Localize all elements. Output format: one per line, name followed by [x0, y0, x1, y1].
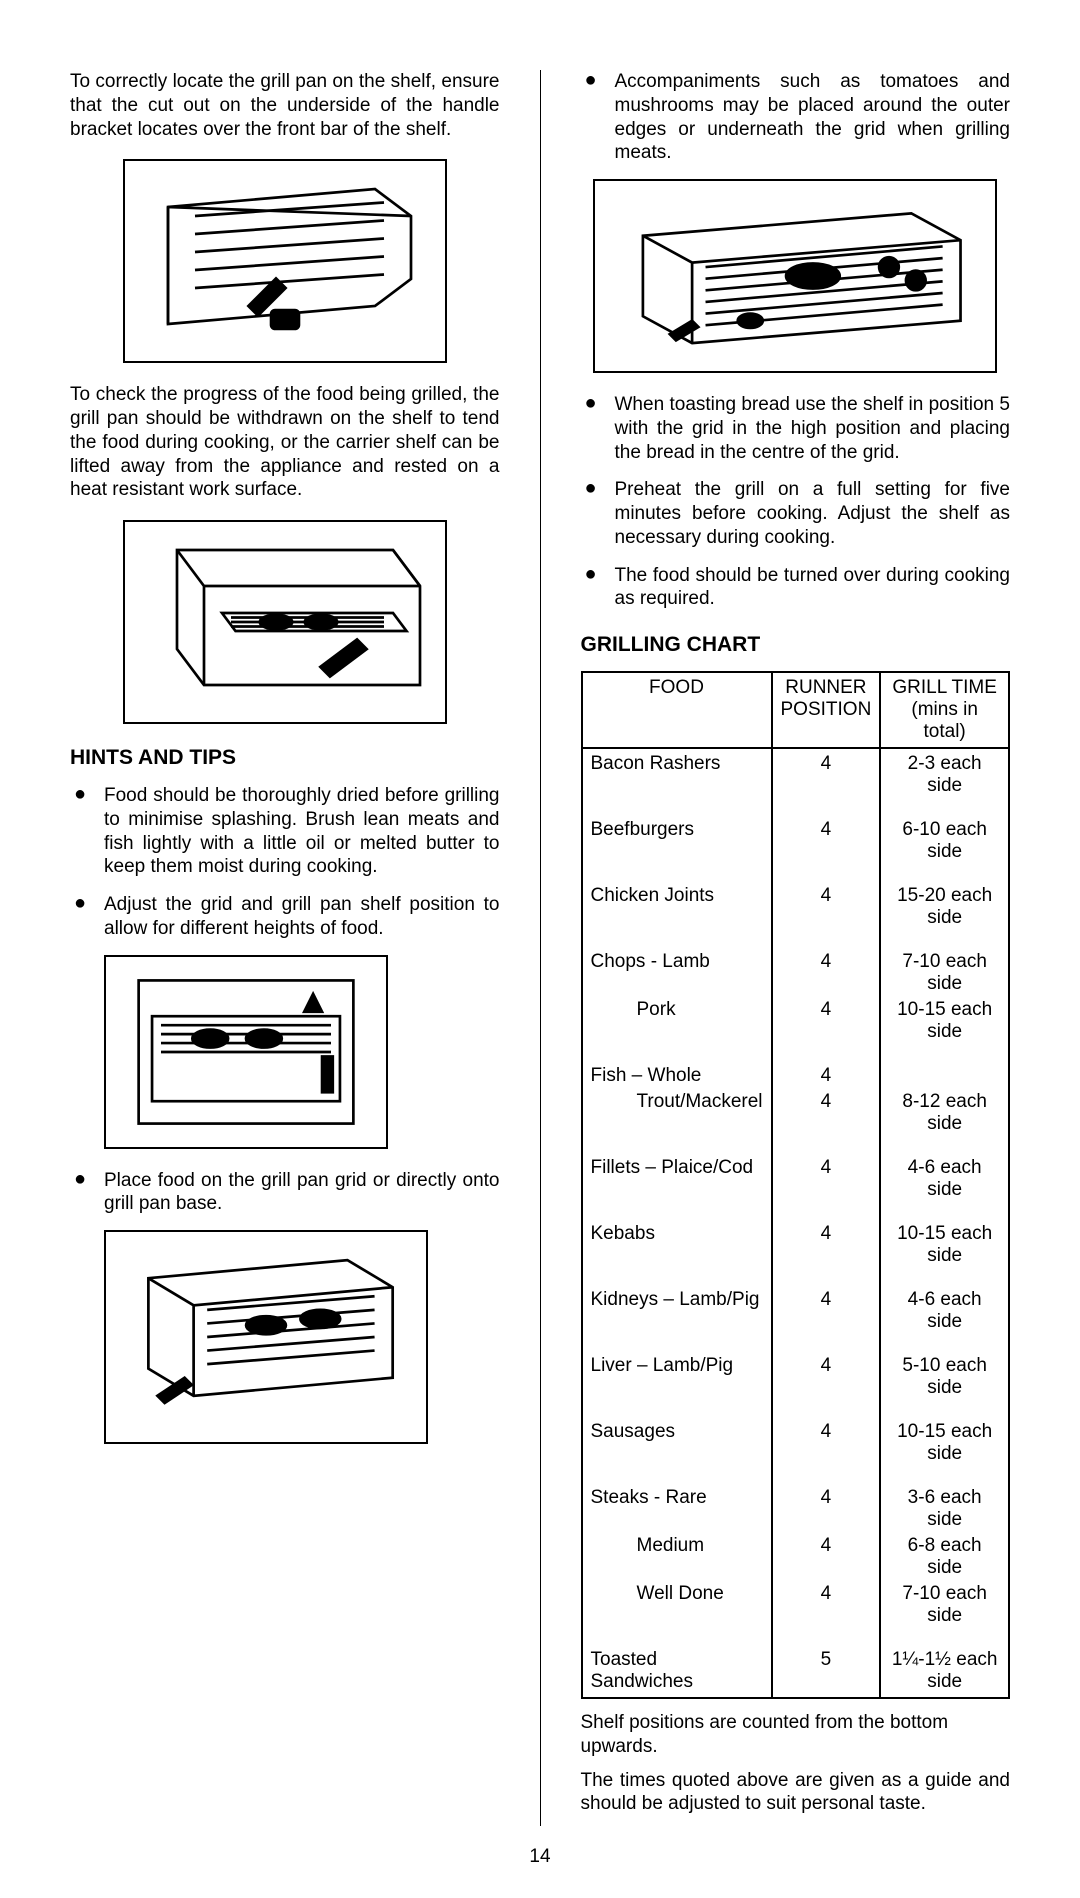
tip-1: Food should be thoroughly dried before g… — [70, 784, 500, 879]
table-row: Medium46-8 each side — [582, 1535, 1010, 1583]
cell-food: Fish – Whole — [582, 1047, 772, 1091]
table-row: Sausages410-15 each side — [582, 1403, 1010, 1469]
cell-food: Well Done — [582, 1583, 772, 1631]
cell-time: 3-6 each side — [880, 1469, 1009, 1535]
cell-food: Kidneys – Lamb/Pig — [582, 1271, 772, 1337]
cell-food: Medium — [582, 1535, 772, 1583]
table-row: Chicken Joints415-20 each side — [582, 867, 1010, 933]
cell-time: 4-6 each side — [880, 1271, 1009, 1337]
cell-time — [880, 1047, 1009, 1091]
table-row: Chops - Lamb47-10 each side — [582, 933, 1010, 999]
cell-time: 1¼-1½ each side — [880, 1631, 1009, 1698]
column-divider — [540, 70, 541, 1826]
table-row: Pork410-15 each side — [582, 999, 1010, 1047]
cell-food: Chicken Joints — [582, 867, 772, 933]
cell-position: 4 — [772, 1583, 881, 1631]
intro-paragraph-1: To correctly locate the grill pan on the… — [70, 70, 500, 141]
cell-food: Pork — [582, 999, 772, 1047]
cell-time: 4-6 each side — [880, 1139, 1009, 1205]
table-row: Bacon Rashers42-3 each side — [582, 748, 1010, 801]
tip-4: Accompaniments such as tomatoes and mush… — [581, 70, 1011, 165]
cell-time: 15-20 each side — [880, 867, 1009, 933]
table-row: Beefburgers46-10 each side — [582, 801, 1010, 867]
cell-position: 4 — [772, 1139, 881, 1205]
cell-time: 7-10 each side — [880, 1583, 1009, 1631]
cell-food: Steaks - Rare — [582, 1469, 772, 1535]
cell-position: 4 — [772, 999, 881, 1047]
cell-time: 6-8 each side — [880, 1535, 1009, 1583]
cell-position: 4 — [772, 1047, 881, 1091]
cell-time: 10-15 each side — [880, 1403, 1009, 1469]
cell-food: Bacon Rashers — [582, 748, 772, 801]
cell-food: Kebabs — [582, 1205, 772, 1271]
tip-6: Preheat the grill on a full setting for … — [581, 478, 1011, 549]
cell-food: Fillets – Plaice/Cod — [582, 1139, 772, 1205]
chart-note-1: Shelf positions are counted from the bot… — [581, 1711, 1011, 1759]
intro-paragraph-2: To check the progress of the food being … — [70, 383, 500, 502]
cell-food: Toasted Sandwiches — [582, 1631, 772, 1698]
page-number: 14 — [70, 1846, 1010, 1868]
th-position: RUNNER POSITION — [772, 672, 881, 748]
cell-food: Beefburgers — [582, 801, 772, 867]
cell-position: 4 — [772, 1469, 881, 1535]
grilling-chart-heading: GRILLING CHART — [581, 633, 1011, 657]
figure-accompaniments — [593, 179, 997, 373]
cell-food: Chops - Lamb — [582, 933, 772, 999]
cell-time: 5-10 each side — [880, 1337, 1009, 1403]
cell-food: Liver – Lamb/Pig — [582, 1337, 772, 1403]
figure-pan-base — [104, 1230, 428, 1444]
table-row: Kidneys – Lamb/Pig44-6 each side — [582, 1271, 1010, 1337]
cell-position: 4 — [772, 1205, 881, 1271]
cell-position: 4 — [772, 1403, 881, 1469]
cell-time: 6-10 each side — [880, 801, 1009, 867]
table-row: Liver – Lamb/Pig45-10 each side — [582, 1337, 1010, 1403]
figure-withdraw-pan — [123, 520, 447, 724]
cell-position: 4 — [772, 1337, 881, 1403]
tip-5: When toasting bread use the shelf in pos… — [581, 393, 1011, 464]
cell-position: 4 — [772, 867, 881, 933]
cell-position: 4 — [772, 801, 881, 867]
cell-time: 8-12 each side — [880, 1091, 1009, 1139]
tip-3: Place food on the grill pan grid or dire… — [70, 1169, 500, 1217]
cell-position: 5 — [772, 1631, 881, 1698]
tip-2: Adjust the grid and grill pan shelf posi… — [70, 893, 500, 941]
cell-time: 10-15 each side — [880, 999, 1009, 1047]
tip-7: The food should be turned over during co… — [581, 564, 1011, 612]
cell-time: 7-10 each side — [880, 933, 1009, 999]
table-row: Trout/Mackerel48-12 each side — [582, 1091, 1010, 1139]
th-food: FOOD — [582, 672, 772, 748]
table-row: Fish – Whole4 — [582, 1047, 1010, 1091]
table-row: Fillets – Plaice/Cod44-6 each side — [582, 1139, 1010, 1205]
table-row: Kebabs410-15 each side — [582, 1205, 1010, 1271]
chart-note-2: The times quoted above are given as a gu… — [581, 1769, 1011, 1817]
cell-position: 4 — [772, 748, 881, 801]
cell-time: 2-3 each side — [880, 748, 1009, 801]
cell-position: 4 — [772, 933, 881, 999]
figure-grill-pan-shelf — [123, 159, 447, 363]
th-time: GRILL TIME (mins in total) — [880, 672, 1009, 748]
cell-food: Sausages — [582, 1403, 772, 1469]
table-row: Toasted Sandwiches51¼-1½ each side — [582, 1631, 1010, 1698]
cell-position: 4 — [772, 1535, 881, 1583]
table-row: Steaks - Rare43-6 each side — [582, 1469, 1010, 1535]
cell-food: Trout/Mackerel — [582, 1091, 772, 1139]
cell-time: 10-15 each side — [880, 1205, 1009, 1271]
cell-position: 4 — [772, 1091, 881, 1139]
hints-heading: HINTS AND TIPS — [70, 746, 500, 770]
grilling-chart-table: FOOD RUNNER POSITION GRILL TIME (mins in… — [581, 671, 1011, 1699]
figure-grid-position — [104, 955, 388, 1149]
table-row: Well Done47-10 each side — [582, 1583, 1010, 1631]
cell-position: 4 — [772, 1271, 881, 1337]
